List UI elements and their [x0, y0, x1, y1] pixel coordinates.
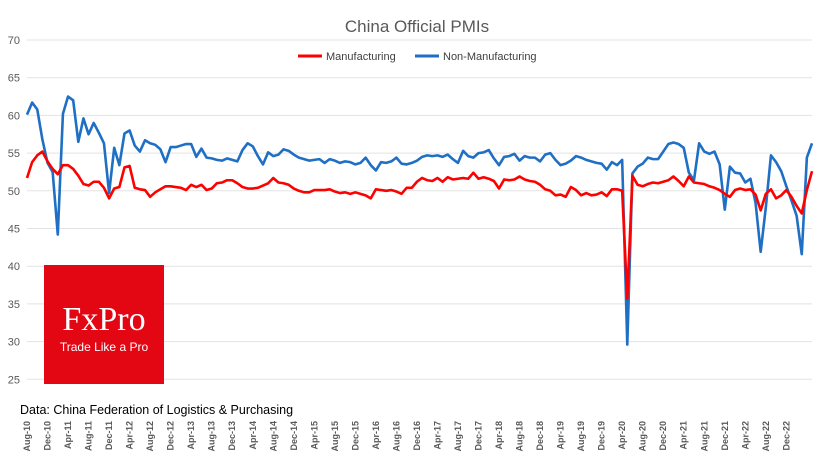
x-tick-label-Apr-22: Apr-22	[740, 421, 750, 450]
x-tick-label-Apr-14: Apr-14	[248, 421, 258, 450]
y-tick-label-65: 65	[8, 73, 20, 85]
x-tick-label-Aug-21: Aug-21	[699, 421, 709, 452]
x-tick-label-Apr-21: Apr-21	[679, 421, 689, 450]
x-tick-label-Dec-11: Dec-11	[104, 421, 114, 450]
x-tick-label-Aug-15: Aug-15	[330, 421, 340, 452]
legend: Manufacturing Non-Manufacturing	[298, 51, 537, 63]
x-tick-label-Dec-12: Dec-12	[166, 421, 176, 451]
x-tick-label-Apr-16: Apr-16	[371, 421, 381, 450]
logo-background	[44, 265, 164, 384]
series-lines	[25, 95, 814, 346]
fxpro-logo: FxPro Trade Like a Pro	[44, 265, 164, 384]
series-line-manufacturing	[25, 150, 814, 300]
y-axis: 25 30 35 40 45 50 55 60 65 70	[8, 35, 20, 386]
y-tick-label-50: 50	[8, 186, 20, 198]
x-tick-label-Dec-22: Dec-22	[781, 421, 791, 451]
logo-tagline: Trade Like a Pro	[60, 340, 149, 354]
x-tick-label-Dec-10: Dec-10	[43, 421, 53, 451]
x-tick-label-Apr-11: Apr-11	[63, 421, 73, 449]
x-tick-label-Dec-13: Dec-13	[227, 421, 237, 451]
legend-label-manufacturing: Manufacturing	[326, 51, 396, 63]
x-tick-label-Aug-12: Aug-12	[145, 421, 155, 452]
y-tick-label-25: 25	[8, 374, 20, 386]
x-tick-label-Apr-13: Apr-13	[186, 421, 196, 450]
x-tick-label-Apr-12: Apr-12	[125, 421, 135, 450]
x-tick-label-Dec-21: Dec-21	[720, 421, 730, 451]
x-axis: Aug-10 Dec-10 Apr-11 Aug-11 Dec-11 Apr-12 Aug-…	[22, 421, 791, 452]
x-tick-label-Dec-16: Dec-16	[412, 421, 422, 451]
x-tick-label-Apr-17: Apr-17	[432, 421, 442, 450]
x-tick-label-Aug-20: Aug-20	[638, 421, 648, 452]
x-tick-label-Dec-19: Dec-19	[597, 421, 607, 451]
x-tick-label-Aug-13: Aug-13	[207, 421, 217, 452]
y-tick-label-45: 45	[8, 224, 20, 236]
x-tick-label-Aug-14: Aug-14	[268, 421, 278, 452]
x-tick-label-Aug-17: Aug-17	[453, 421, 463, 452]
x-tick-label-Dec-17: Dec-17	[474, 421, 484, 451]
x-tick-label-Aug-11: Aug-11	[84, 421, 94, 451]
x-tick-label-Apr-20: Apr-20	[617, 421, 627, 450]
x-tick-label-Dec-14: Dec-14	[289, 421, 299, 451]
series-line-non-manufacturing	[25, 95, 814, 346]
y-tick-label-35: 35	[8, 299, 20, 311]
y-tick-label-70: 70	[8, 35, 20, 47]
x-tick-label-Dec-15: Dec-15	[350, 421, 360, 451]
legend-label-non-manufacturing: Non-Manufacturing	[443, 51, 537, 63]
x-tick-label-Aug-10: Aug-10	[22, 421, 32, 452]
x-tick-label-Dec-20: Dec-20	[658, 421, 668, 451]
y-tick-label-55: 55	[8, 148, 20, 160]
x-tick-label-Aug-22: Aug-22	[761, 421, 771, 452]
x-tick-label-Apr-18: Apr-18	[494, 421, 504, 450]
x-tick-label-Aug-19: Aug-19	[576, 421, 586, 452]
chart-title: China Official PMIs	[345, 17, 489, 36]
x-tick-label-Apr-19: Apr-19	[556, 421, 566, 450]
x-tick-label-Aug-18: Aug-18	[515, 421, 525, 452]
data-source-note: Data: China Federation of Logistics & Pu…	[20, 403, 293, 417]
logo-brand: FxPro	[62, 301, 145, 338]
x-tick-label-Aug-16: Aug-16	[391, 421, 401, 452]
y-tick-label-60: 60	[8, 110, 20, 122]
x-tick-label-Apr-15: Apr-15	[309, 421, 319, 450]
y-tick-label-40: 40	[8, 261, 20, 273]
y-tick-label-30: 30	[8, 337, 20, 349]
x-tick-label-Dec-18: Dec-18	[535, 421, 545, 451]
